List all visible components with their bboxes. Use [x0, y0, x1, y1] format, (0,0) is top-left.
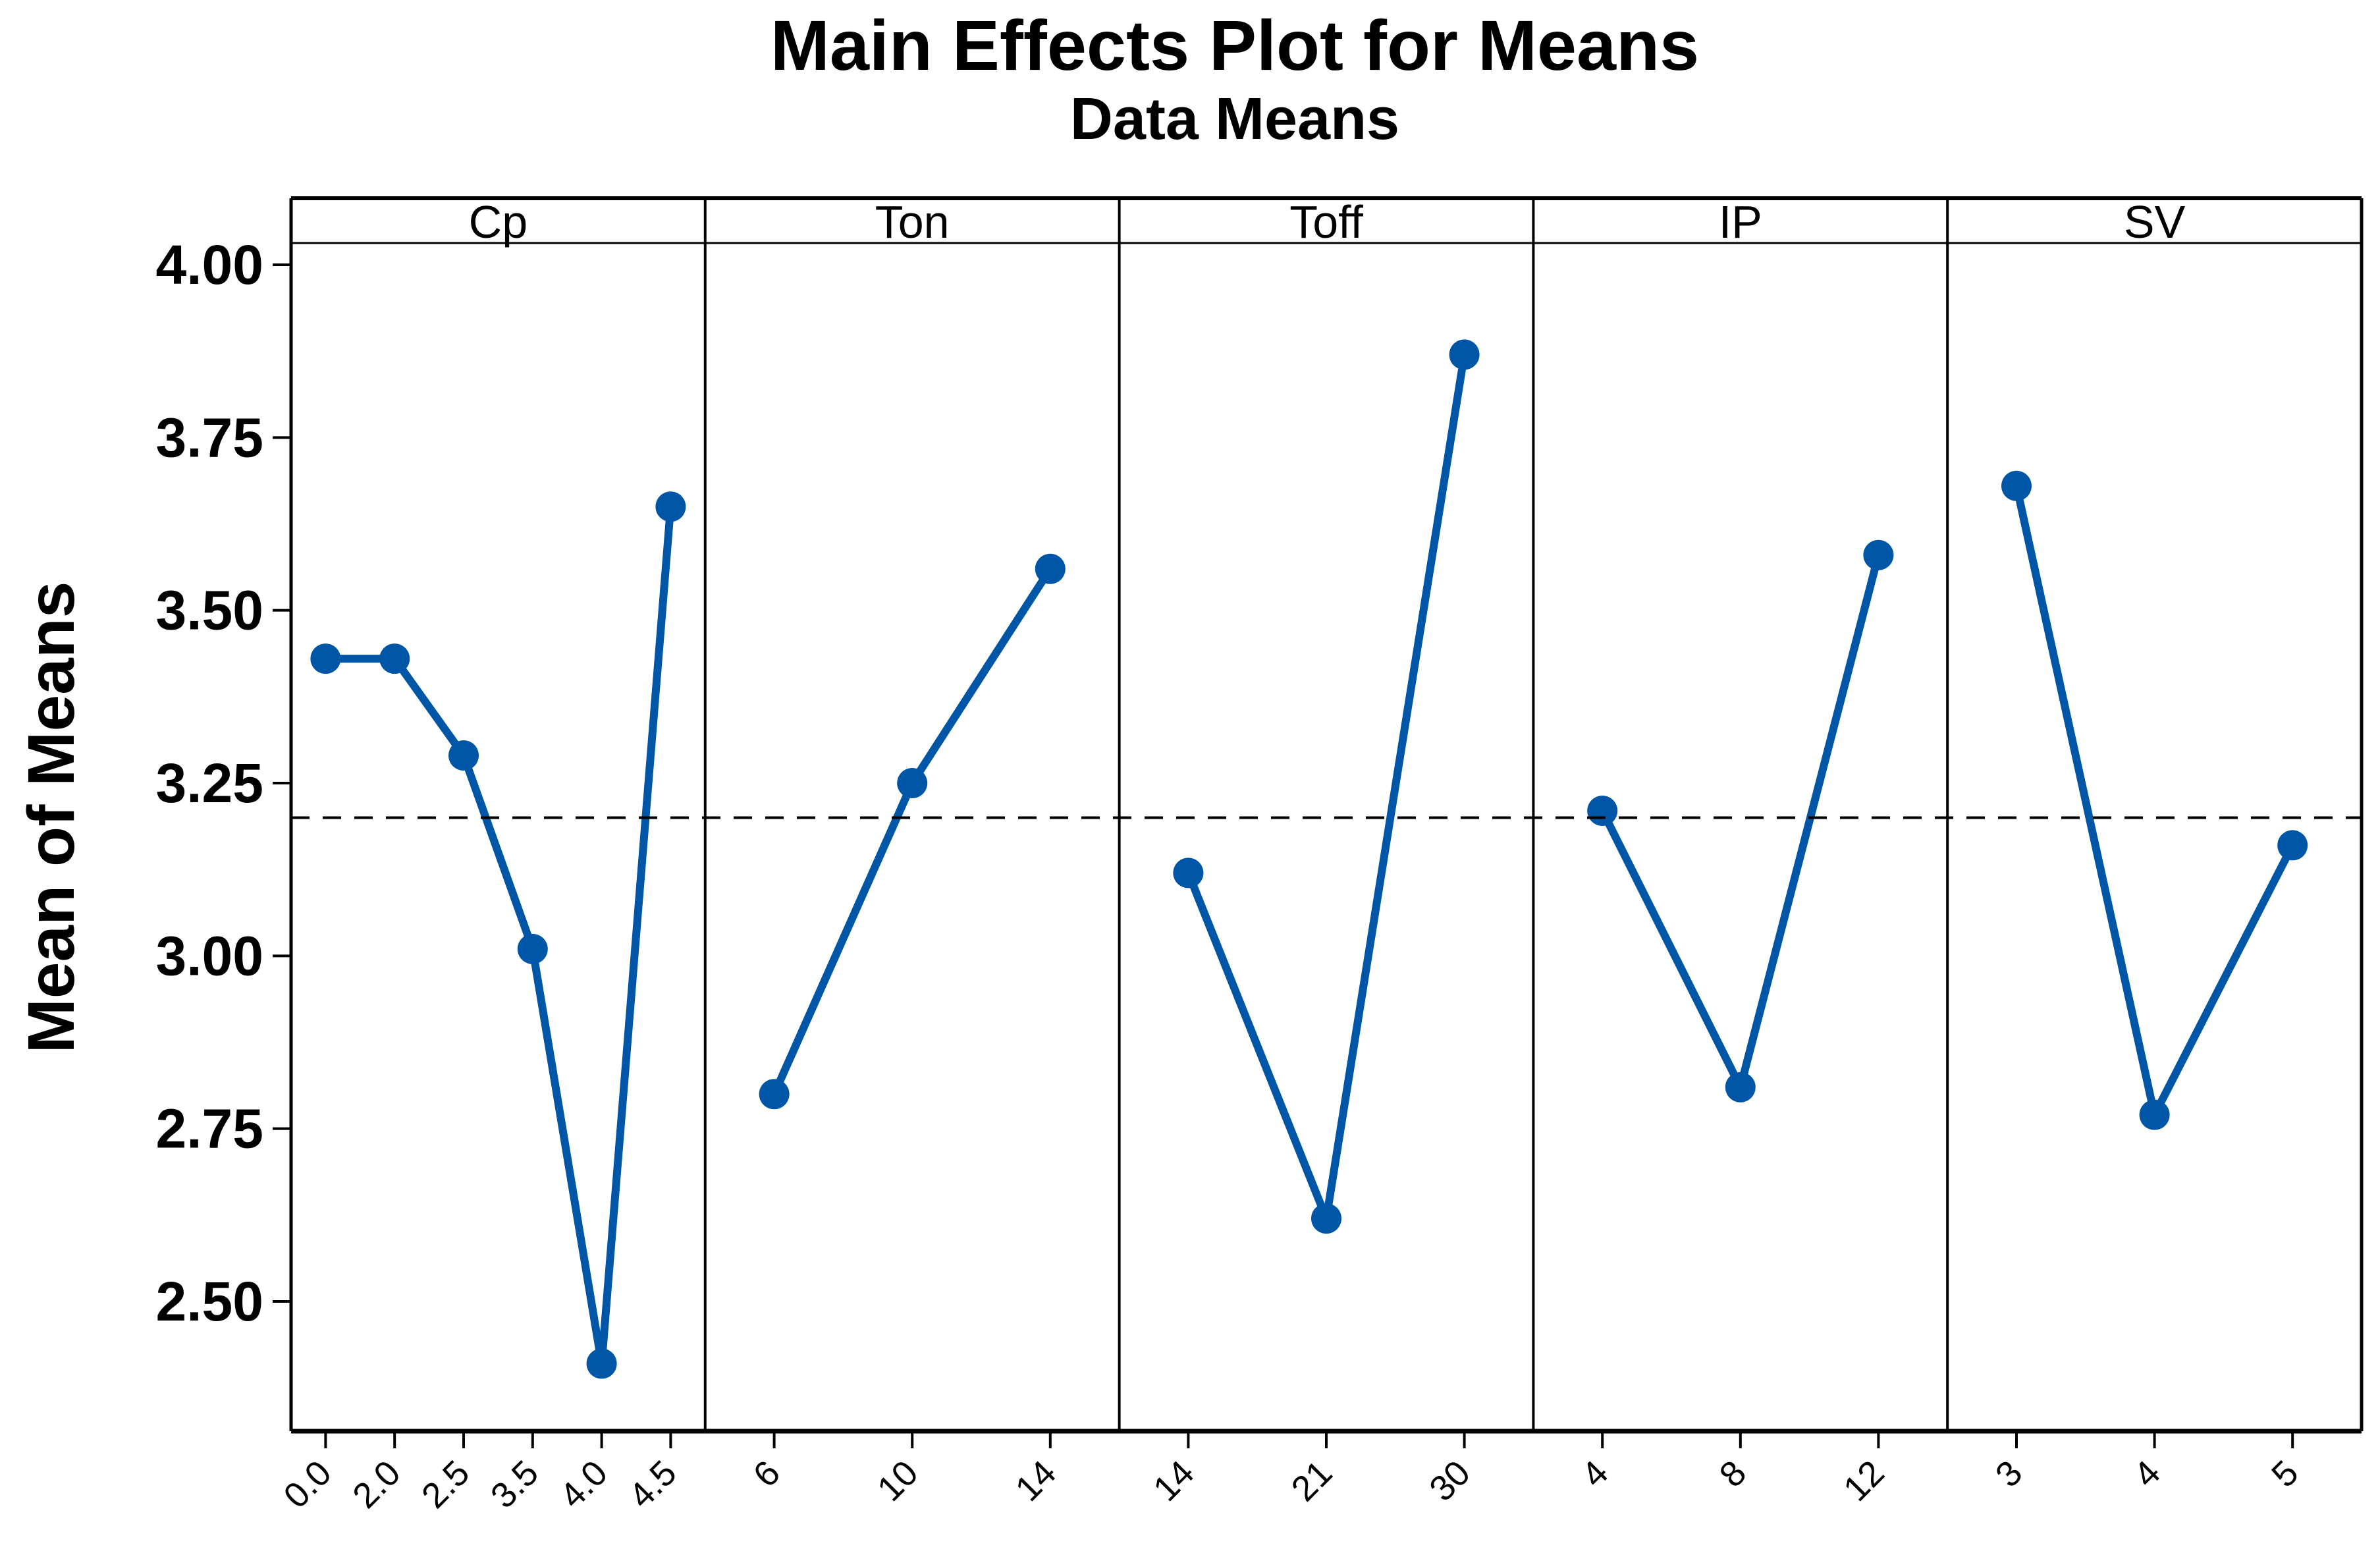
y-tick-label: 3.75 [156, 406, 264, 468]
data-point [310, 643, 341, 674]
y-tick-label: 2.75 [156, 1098, 264, 1160]
data-point [517, 933, 548, 964]
data-point [1311, 1203, 1341, 1234]
data-point [655, 491, 686, 522]
panel-header: Toff [1289, 196, 1363, 248]
y-tick-label: 4.00 [156, 234, 264, 296]
data-point [2277, 830, 2308, 861]
data-point [586, 1348, 617, 1379]
data-point [897, 767, 928, 798]
y-tick-label: 3.25 [156, 752, 264, 814]
data-point [1035, 553, 1066, 584]
data-point [1863, 539, 1894, 570]
chart-subtitle: Data Means [1070, 86, 1399, 152]
data-point [2139, 1099, 2170, 1130]
panel-header: Ton [875, 196, 950, 248]
data-point [2001, 470, 2032, 501]
y-tick-label: 3.00 [156, 925, 264, 987]
data-point [759, 1079, 790, 1110]
y-tick-label: 3.50 [156, 580, 264, 641]
panel-header: SV [2124, 196, 2186, 248]
data-point [1587, 795, 1618, 826]
data-point [448, 740, 479, 771]
data-point [1449, 339, 1480, 370]
panel-header: IP [1719, 196, 1762, 248]
panel-header: Cp [469, 196, 527, 248]
data-point [379, 643, 410, 674]
data-point [1725, 1072, 1756, 1103]
data-point [1173, 858, 1204, 888]
chart-title: Main Effects Plot for Means [771, 5, 1699, 85]
y-axis-title: Mean of Means [14, 582, 88, 1054]
y-tick-label: 2.50 [156, 1270, 264, 1332]
